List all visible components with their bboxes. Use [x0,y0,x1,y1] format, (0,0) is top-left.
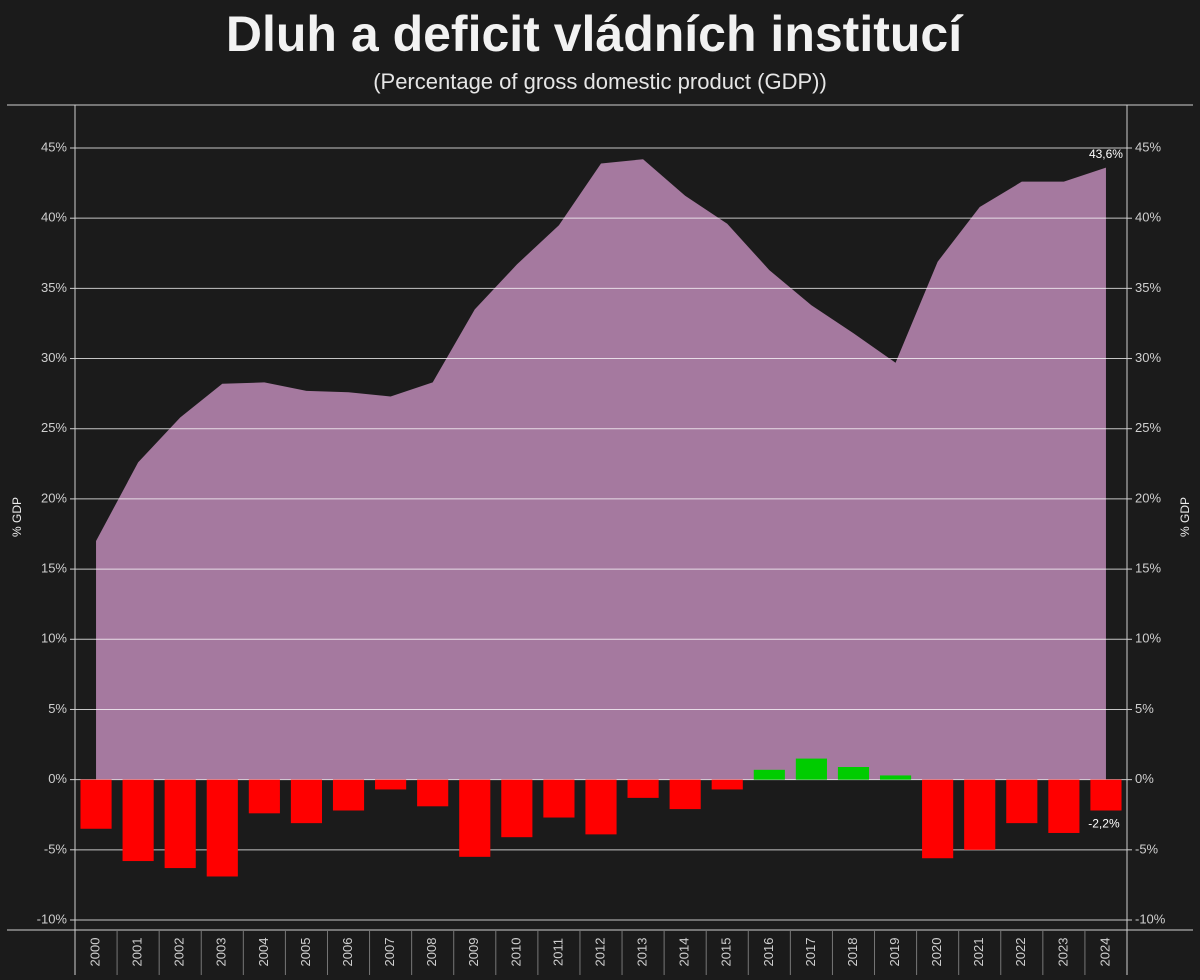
x-tick-label: 2017 [803,938,818,967]
x-tick-label: 2015 [719,938,734,967]
x-tick-label: 2011 [550,938,565,966]
x-tick-label: 2018 [845,938,860,967]
x-tick-label: 2004 [256,938,271,967]
x-tick-label: 2010 [508,938,523,967]
y2-tick-label: 5% [1135,701,1154,716]
y2-tick-label: 15% [1135,561,1161,576]
y2-tick-label: 10% [1135,631,1161,646]
x-tick-label: 2013 [635,938,650,967]
y2-tick-label: 20% [1135,490,1161,505]
deficit-bar [80,779,112,829]
chart-subtitle: (Percentage of gross domestic product (G… [373,69,827,94]
y-tick-label: 40% [41,210,67,225]
x-tick-label: 2008 [424,938,439,967]
y-axis-label: % GDP [10,497,24,537]
deficit-bar [290,779,323,824]
y-tick-label: 0% [48,771,67,786]
x-tick-label: 2014 [677,938,692,967]
deficit-bar [627,779,659,798]
deficit-bar [375,779,407,790]
deficit-bar [248,779,280,814]
y-tick-label: 20% [41,490,67,505]
y2-tick-label: 35% [1135,280,1161,295]
x-tick-label: 2005 [298,938,313,967]
deficit-bar [922,779,954,859]
y-tick-label: 45% [41,139,67,154]
deficit-bar [1048,779,1080,833]
deficit-bar [164,779,196,869]
deficit-bar [206,779,238,877]
x-tick-label: 2023 [1055,938,1070,967]
deficit-bar [417,779,449,807]
y-tick-label: 15% [41,561,67,576]
y2-tick-label: -10% [1135,911,1166,926]
y-tick-label: -5% [44,841,68,856]
x-tick-label: 2002 [172,938,187,967]
deficit-bar [332,779,365,811]
y-tick-label: 5% [48,701,67,716]
deficit-bar [543,779,575,818]
x-tick-label: 2009 [466,938,481,967]
x-tick-label: 2006 [340,938,355,967]
y-tick-label: 25% [41,420,67,435]
y-tick-label: 35% [41,280,67,295]
y2-tick-label: 30% [1135,350,1161,365]
deficit-bar [585,779,617,835]
y2-tick-label: 40% [1135,210,1161,225]
deficit-bar [459,779,491,857]
x-tick-label: 2003 [214,938,229,967]
deficit-bar [711,779,743,790]
y-tick-label: -10% [37,911,68,926]
value-label: -2,2% [1088,817,1120,831]
deficit-bar [1090,779,1122,811]
y2-axis-label: % GDP [1178,497,1192,537]
x-tick-label: 2020 [929,938,944,967]
debt-area [96,159,1106,780]
deficit-bar [837,767,870,780]
x-tick-label: 2022 [1013,938,1028,967]
deficit-bar [669,779,701,810]
deficit-bar [795,758,827,780]
chart-title: Dluh a deficit vládních institucí [226,6,964,62]
deficit-bar [1006,779,1038,824]
x-tick-label: 2007 [382,938,397,967]
y-tick-label: 30% [41,350,67,365]
y2-tick-label: 0% [1135,771,1154,786]
y-tick-label: 10% [41,631,67,646]
x-tick-label: 2000 [87,938,102,967]
deficit-bar [501,779,533,838]
x-tick-label: 2024 [1097,938,1112,967]
deficit-bar [753,769,785,780]
deficit-bar [964,779,996,850]
y2-tick-label: 25% [1135,420,1161,435]
x-tick-label: 2012 [592,938,607,967]
deficit-bar [879,775,912,780]
x-tick-label: 2021 [971,938,986,967]
deficit-bar [122,779,154,862]
x-tick-label: 2016 [761,938,776,967]
x-tick-label: 2019 [887,938,902,967]
value-label: 43,6% [1089,147,1123,161]
y2-tick-label: 45% [1135,139,1161,154]
x-tick-label: 2001 [130,938,145,967]
y2-tick-label: -5% [1135,841,1159,856]
